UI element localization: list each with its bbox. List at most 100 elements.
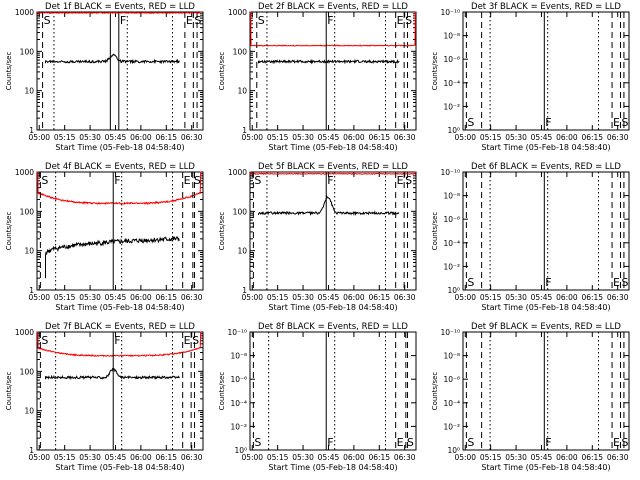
panel-title: Det 2f BLACK = Events, RED = LLD [258,2,408,12]
x-tick-label: 05:45 [105,133,127,142]
events-series-line [45,235,180,279]
y-tick-label: 100 [20,47,35,56]
x-axis-label: Start Time (05-Feb-18 04:58:40) [481,143,610,152]
x-tick-label: 05:00 [241,293,263,302]
panel-title: Det 4f BLACK = Events, RED = LLD [45,162,195,172]
marker-label: S [407,436,414,449]
x-tick-label: 05:30 [292,133,314,142]
panel-title: Det 7f BLACK = Events, RED = LLD [45,322,195,332]
y-tick-label: 10⁻¹⁰ [227,328,247,337]
x-tick-label: 05:30 [505,293,527,302]
y-tick-label: 10 [24,87,34,96]
y-axis-label: Counts/sec [5,212,13,251]
marker-label: S [258,14,265,27]
y-tick-label: 10 [237,87,247,96]
marker-label: F [114,334,120,347]
y-tick-label: 1 [242,126,247,135]
x-tick-label: 06:00 [130,453,152,462]
marker-label: S [622,276,629,289]
marker-label: F [327,174,333,187]
x-tick-label: 06:00 [343,133,365,142]
y-tick-label: 10 [237,247,247,256]
x-tick-label: 05:00 [28,453,50,462]
x-tick-label: 06:00 [556,133,578,142]
x-axis-label: Start Time (05-Feb-18 04:58:40) [268,143,397,152]
events-series-line [45,367,180,381]
marker-label: F [120,14,126,27]
marker-label: S [622,116,629,129]
det-panel-8: Det 8f BLACK = Events, RED = LLD 10⁰ 10⁻² 1… [218,322,417,472]
marker-label: F [114,174,120,187]
det-panel-6: Det 6f BLACK = Events, RED = LLD 10⁰ 10⁻² 1… [431,162,630,312]
x-tick-label: 06:00 [556,293,578,302]
lld-series-line [250,11,416,47]
lld-series-line [37,331,202,358]
x-tick-label: 05:00 [241,133,263,142]
x-tick-label: 06:30 [394,453,416,462]
marker-label: F [327,14,333,27]
y-tick-label: 10⁻⁸ [230,352,247,361]
x-tick-label: 05:45 [318,133,340,142]
events-series-line [258,195,400,217]
x-tick-label: 05:30 [79,293,101,302]
y-tick-label: 1 [29,126,34,135]
x-tick-label: 05:30 [505,133,527,142]
x-tick-label: 05:30 [505,453,527,462]
x-tick-label: 05:15 [480,293,502,302]
events-series-line [258,58,400,65]
y-tick-label: 10 [24,247,34,256]
y-tick-label: 1000 [15,8,34,17]
det-panel-3: Det 3f BLACK = Events, RED = LLD 10⁰ 10⁻² 1… [431,2,630,152]
marker-label: S [254,436,261,449]
x-tick-label: 05:15 [480,133,502,142]
y-tick-label: 10⁻⁶ [443,215,460,224]
det-panel-9: Det 9f BLACK = Events, RED = LLD 10⁰ 10⁻² 1… [431,322,630,472]
y-tick-label: 10⁻⁸ [443,192,460,201]
marker-label: S [405,14,412,27]
x-tick-label: 05:30 [79,133,101,142]
det-panel-5: Det 5f BLACK = Events, RED = LLD 1 10 100 10… [218,162,417,312]
marker-label: E [613,436,620,449]
y-tick-label: 10⁻⁴ [443,239,460,248]
x-tick-label: 05:45 [318,293,340,302]
events-series-line [45,53,180,65]
y-tick-label: 100 [233,207,248,216]
x-tick-label: 05:45 [531,293,553,302]
x-axis-label: Start Time (05-Feb-18 04:58:40) [55,143,184,152]
marker-label: E [184,334,191,347]
x-tick-label: 06:30 [394,293,416,302]
x-axis-label: Start Time (05-Feb-18 04:58:40) [55,463,184,472]
y-tick-label: 1000 [15,168,34,177]
y-tick-label: 10⁻⁶ [443,375,460,384]
marker-label: F [545,436,551,449]
marker-label: S [41,174,48,187]
y-tick-label: 10⁰ [447,126,460,135]
det-panel-7: Det 7f BLACK = Events, RED = LLD 1 10 100 10… [5,322,204,472]
x-tick-label: 06:30 [607,293,629,302]
marker-label: F [545,276,551,289]
x-tick-label: 06:30 [181,133,203,142]
y-tick-label: 1000 [228,168,247,177]
y-tick-label: 10 [24,407,34,416]
panel-title: Det 3f BLACK = Events, RED = LLD [471,2,621,12]
x-tick-label: 06:15 [581,293,603,302]
x-tick-label: 05:15 [267,453,289,462]
x-tick-label: 05:45 [105,293,127,302]
x-tick-label: 06:15 [155,453,177,462]
x-tick-label: 05:00 [28,293,50,302]
x-tick-label: 06:15 [581,453,603,462]
x-tick-label: 06:30 [607,453,629,462]
marker-label: S [467,436,474,449]
marker-label: S [467,276,474,289]
x-tick-label: 06:15 [368,293,390,302]
x-axis-label: Start Time (05-Feb-18 04:58:40) [268,463,397,472]
y-axis-label: Counts/sec [431,372,439,411]
x-tick-label: 05:15 [267,133,289,142]
x-tick-label: 06:00 [343,453,365,462]
x-tick-label: 05:15 [54,453,76,462]
y-tick-label: 10⁻⁴ [230,399,247,408]
marker-label: E [184,174,191,187]
panel-title: Det 1f BLACK = Events, RED = LLD [45,2,195,12]
y-tick-label: 10⁻¹⁰ [440,8,460,17]
